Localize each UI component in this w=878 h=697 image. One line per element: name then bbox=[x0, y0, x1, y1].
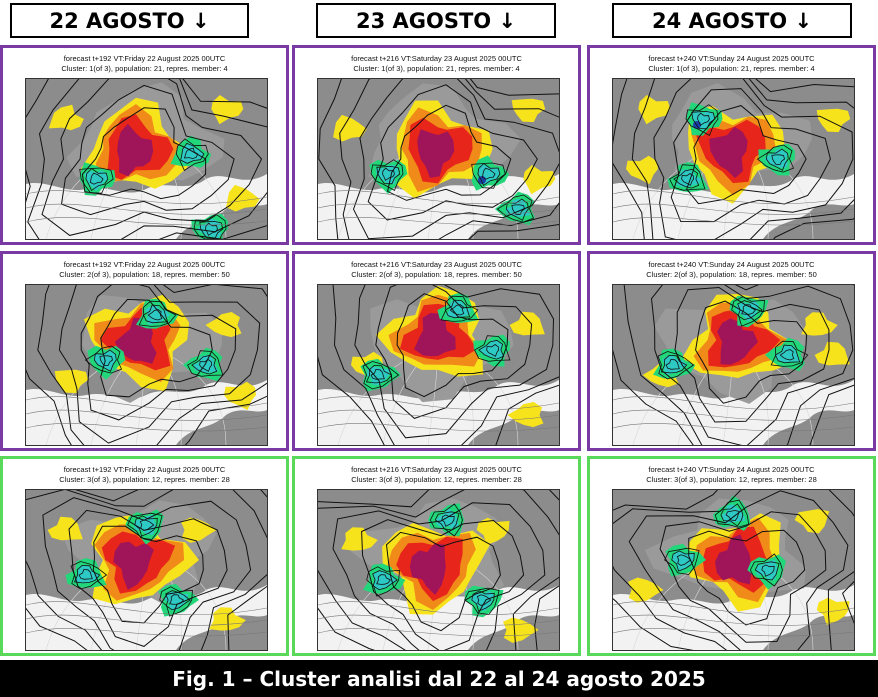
forecast-time-label: forecast t+240 VT:Sunday 24 August 2025 … bbox=[648, 54, 815, 63]
anomaly-map bbox=[612, 284, 855, 446]
forecast-time-label: forecast t+192 VT:Friday 22 August 2025 … bbox=[63, 465, 226, 474]
cluster-info-label: Cluster: 1(of 3), population: 21, repres… bbox=[61, 64, 228, 73]
cluster-info-label: Cluster: 2(of 3), population: 18, repres… bbox=[646, 270, 817, 279]
forecast-panel-cluster3-23aug: forecast t+216 VT:Saturday 23 August 202… bbox=[292, 456, 581, 656]
cluster-info-label: Cluster: 2(of 3), population: 18, repres… bbox=[351, 270, 522, 279]
forecast-time-label: forecast t+216 VT:Saturday 23 August 202… bbox=[351, 54, 522, 63]
column-header-24-august: 24 AGOSTO ↓ bbox=[612, 3, 852, 38]
forecast-time-label: forecast t+192 VT:Friday 22 August 2025 … bbox=[63, 54, 226, 63]
forecast-panel-cluster2-24aug: forecast t+240 VT:Sunday 24 August 2025 … bbox=[587, 251, 876, 451]
forecast-panel-cluster1-22aug: forecast t+192 VT:Friday 22 August 2025 … bbox=[0, 45, 289, 245]
forecast-panel-cluster3-22aug: forecast t+192 VT:Friday 22 August 2025 … bbox=[0, 456, 289, 656]
forecast-panel-cluster1-24aug: forecast t+240 VT:Sunday 24 August 2025 … bbox=[587, 45, 876, 245]
forecast-time-label: forecast t+240 VT:Sunday 24 August 2025 … bbox=[648, 260, 815, 269]
forecast-time-label: forecast t+216 VT:Saturday 23 August 202… bbox=[351, 465, 522, 474]
cluster-info-label: Cluster: 1(of 3), population: 21, repres… bbox=[648, 64, 815, 73]
anomaly-map bbox=[612, 489, 855, 651]
cluster-info-label: Cluster: 1(of 3), population: 21, repres… bbox=[353, 64, 520, 73]
anomaly-map bbox=[25, 489, 268, 651]
forecast-time-label: forecast t+192 VT:Friday 22 August 2025 … bbox=[63, 260, 226, 269]
cluster-info-label: Cluster: 3(of 3), population: 12, repres… bbox=[646, 475, 817, 484]
forecast-panel-cluster2-22aug: forecast t+192 VT:Friday 22 August 2025 … bbox=[0, 251, 289, 451]
cluster-info-label: Cluster: 3(of 3), population: 12, repres… bbox=[351, 475, 522, 484]
cluster-info-label: Cluster: 3(of 3), population: 12, repres… bbox=[59, 475, 230, 484]
forecast-panel-cluster1-23aug: forecast t+216 VT:Saturday 23 August 202… bbox=[292, 45, 581, 245]
anomaly-map bbox=[317, 284, 560, 446]
figure-caption: Fig. 1 – Cluster analisi dal 22 al 24 ag… bbox=[0, 660, 878, 697]
anomaly-map bbox=[317, 489, 560, 651]
forecast-panel-cluster3-24aug: forecast t+240 VT:Sunday 24 August 2025 … bbox=[587, 456, 876, 656]
forecast-time-label: forecast t+240 VT:Sunday 24 August 2025 … bbox=[648, 465, 815, 474]
anomaly-map bbox=[317, 78, 560, 240]
anomaly-map bbox=[612, 78, 855, 240]
forecast-time-label: forecast t+216 VT:Saturday 23 August 202… bbox=[351, 260, 522, 269]
column-header-23-august: 23 AGOSTO ↓ bbox=[316, 3, 556, 38]
forecast-panel-cluster2-23aug: forecast t+216 VT:Saturday 23 August 202… bbox=[292, 251, 581, 451]
anomaly-map bbox=[25, 284, 268, 446]
anomaly-map bbox=[25, 78, 268, 240]
column-header-22-august: 22 AGOSTO ↓ bbox=[10, 3, 249, 38]
cluster-info-label: Cluster: 2(of 3), population: 18, repres… bbox=[59, 270, 230, 279]
